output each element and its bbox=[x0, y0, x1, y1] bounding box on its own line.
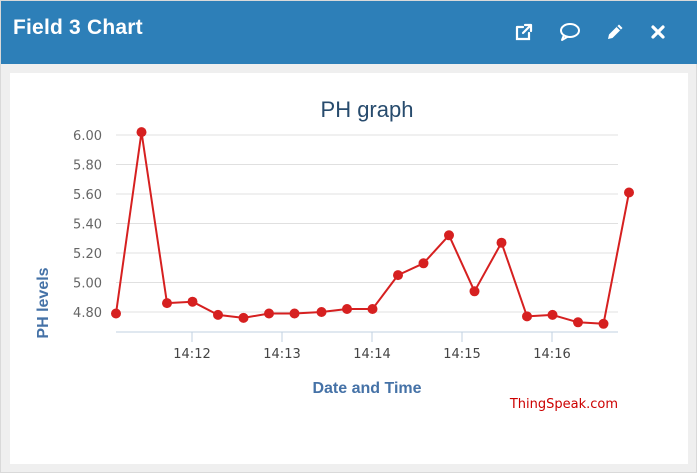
data-point[interactable] bbox=[111, 308, 121, 319]
window-header: Field 3 Chart bbox=[1, 1, 697, 64]
data-point[interactable] bbox=[187, 296, 198, 307]
x-tick-label: 14:16 bbox=[533, 347, 570, 362]
comment-button[interactable] bbox=[557, 19, 583, 45]
data-point[interactable] bbox=[367, 304, 378, 314]
data-point[interactable] bbox=[213, 309, 223, 320]
y-tick-label: 5.20 bbox=[73, 247, 102, 262]
y-tick-label: 6.00 bbox=[73, 129, 102, 144]
data-point[interactable] bbox=[496, 237, 507, 248]
data-point[interactable] bbox=[289, 308, 300, 319]
comment-icon bbox=[560, 23, 580, 41]
close-icon bbox=[651, 25, 665, 39]
x-tick-label: 14:15 bbox=[443, 347, 480, 362]
ph-line-chart: PH graph 6.00 5.80 5.60 5.40 5.20 5.00 4.80 14… bbox=[35, 97, 634, 412]
data-point[interactable] bbox=[342, 304, 352, 314]
y-tick-label: 5.80 bbox=[73, 159, 102, 174]
y-axis-ticks: 6.00 5.80 5.60 5.40 5.20 5.00 4.80 bbox=[73, 129, 102, 321]
window-title: Field 3 Chart bbox=[13, 16, 143, 39]
x-axis: 14:12 14:13 14:14 14:15 14:16 bbox=[116, 331, 618, 362]
data-point[interactable] bbox=[444, 230, 454, 241]
data-point[interactable] bbox=[238, 312, 249, 323]
data-point[interactable] bbox=[418, 258, 429, 269]
y-tick-label: 5.00 bbox=[73, 277, 102, 292]
data-point[interactable] bbox=[598, 318, 609, 329]
chart-panel: PH graph 6.00 5.80 5.60 5.40 5.20 5.00 4.80 14… bbox=[10, 73, 688, 464]
edit-button[interactable] bbox=[602, 19, 628, 45]
x-tick-label: 14:13 bbox=[263, 347, 300, 362]
x-tick-label: 14:14 bbox=[353, 347, 390, 362]
close-button[interactable] bbox=[645, 19, 671, 45]
data-point[interactable] bbox=[522, 311, 532, 322]
y-tick-label: 4.80 bbox=[73, 306, 102, 321]
external-link-button[interactable] bbox=[511, 19, 537, 45]
thingspeak-credit-link[interactable]: ThingSpeak.com bbox=[509, 397, 618, 412]
data-point[interactable] bbox=[624, 187, 634, 198]
y-tick-label: 5.40 bbox=[73, 218, 102, 233]
x-tick-label: 14:12 bbox=[173, 347, 210, 362]
y-axis-label: PH levels bbox=[35, 267, 52, 338]
data-point[interactable] bbox=[136, 127, 147, 138]
data-point[interactable] bbox=[264, 308, 274, 319]
data-point[interactable] bbox=[316, 307, 327, 317]
y-tick-label: 5.60 bbox=[73, 188, 102, 203]
pencil-icon bbox=[608, 24, 623, 39]
data-point[interactable] bbox=[573, 317, 583, 328]
data-point[interactable] bbox=[469, 286, 480, 297]
ph-series bbox=[111, 127, 634, 329]
chart-title: PH graph bbox=[321, 97, 414, 122]
ph-series-line bbox=[115, 131, 630, 325]
x-axis-label: Date and Time bbox=[312, 380, 421, 397]
data-point[interactable] bbox=[547, 309, 558, 320]
data-point[interactable] bbox=[393, 270, 403, 281]
external-link-icon bbox=[515, 23, 533, 41]
data-point[interactable] bbox=[162, 298, 172, 309]
chart-gridlines bbox=[116, 134, 618, 313]
